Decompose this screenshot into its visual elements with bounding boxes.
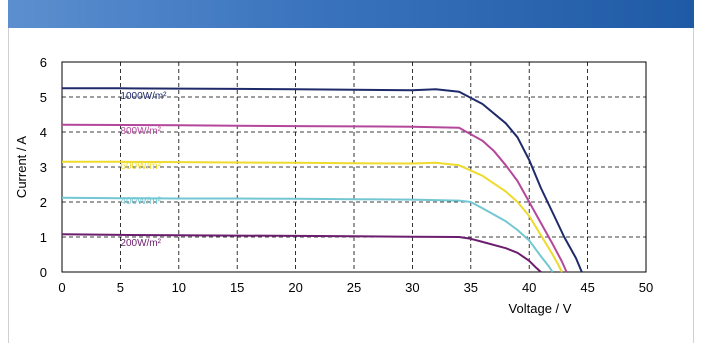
header-bar bbox=[8, 0, 694, 28]
y-tick-label: 2 bbox=[40, 195, 47, 210]
series-label-1: 800W/m² bbox=[120, 126, 161, 137]
y-tick-label: 1 bbox=[40, 230, 47, 245]
x-tick-label: 20 bbox=[288, 280, 302, 295]
series-label-4: 200W/m² bbox=[120, 238, 161, 249]
x-tick-label: 25 bbox=[347, 280, 361, 295]
series-line-0 bbox=[62, 87, 583, 273]
series-line-2 bbox=[62, 160, 563, 273]
y-tick-label: 3 bbox=[40, 160, 47, 175]
panel-border-right bbox=[693, 28, 694, 343]
x-tick-label: 10 bbox=[172, 280, 186, 295]
panel-border-left bbox=[8, 28, 9, 343]
y-tick-label: 4 bbox=[40, 125, 47, 140]
y-tick-label: 5 bbox=[40, 90, 47, 105]
x-tick-label: 5 bbox=[117, 280, 124, 295]
x-tick-label: 50 bbox=[639, 280, 653, 295]
series-label-2: 600W/m² bbox=[120, 161, 161, 172]
series-label-0: 1000W/m² bbox=[120, 91, 167, 102]
x-axis-label: Voltage / V bbox=[509, 301, 572, 316]
series-group: 1000W/m² 800W/m² 600W/m² 400W/m² 200W/m² bbox=[61, 87, 583, 273]
x-tick-label: 35 bbox=[464, 280, 478, 295]
x-tick-label: 45 bbox=[580, 280, 594, 295]
x-tick-label: 0 bbox=[58, 280, 65, 295]
x-tick-label: 15 bbox=[230, 280, 244, 295]
axes bbox=[61, 61, 647, 273]
series-label-3: 400W/m² bbox=[120, 196, 161, 207]
y-tick-label: 0 bbox=[40, 265, 47, 280]
plot-frame bbox=[61, 61, 647, 273]
y-tick-label: 6 bbox=[40, 55, 47, 70]
series-line-4 bbox=[61, 233, 542, 273]
y-axis-label: Current / A bbox=[14, 136, 29, 198]
series-line-1 bbox=[61, 123, 568, 273]
series-line-3 bbox=[61, 196, 554, 273]
x-tick-label: 30 bbox=[405, 280, 419, 295]
x-tick-label: 40 bbox=[522, 280, 536, 295]
